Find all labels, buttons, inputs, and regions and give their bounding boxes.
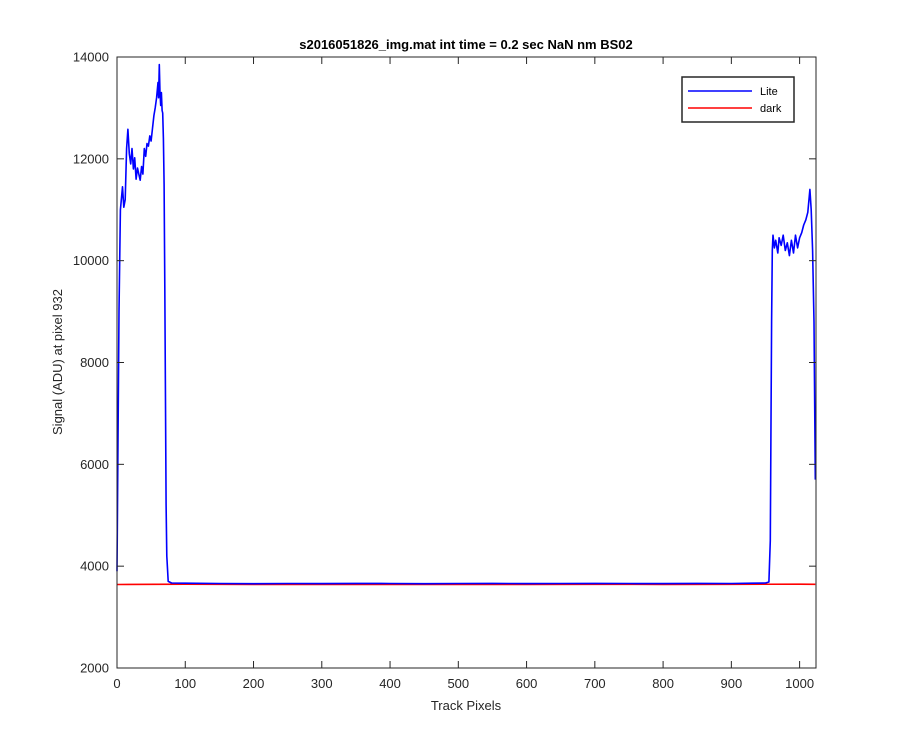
legend-box (681, 76, 795, 123)
y-tick-label: 14000 (73, 50, 109, 65)
legend-label-dark: dark (760, 103, 782, 115)
x-tick-label: 1000 (785, 676, 814, 691)
series-layer (116, 63, 817, 586)
y-tick-label: 4000 (80, 559, 109, 574)
y-axis-label: Signal (ADU) at pixel 932 (50, 289, 65, 435)
y-tick-label: 8000 (80, 355, 109, 370)
y-tick-label: 10000 (73, 253, 109, 268)
x-tick-label: 500 (447, 676, 469, 691)
x-tick-label: 0 (113, 676, 120, 691)
y-tick-label: 12000 (73, 151, 109, 166)
legend: Lite dark (681, 76, 795, 123)
x-tick-label: 700 (584, 676, 606, 691)
series-line-lite (116, 63, 817, 585)
x-tick-label: 900 (721, 676, 743, 691)
axes-layer: 0 100 200 300 400 500 600 700 800 900 1000 2000 4000… (73, 50, 817, 691)
x-tick-label: 800 (652, 676, 674, 691)
x-tick-label: 400 (379, 676, 401, 691)
x-axis-label: Track Pixels (431, 698, 502, 713)
y-tick-label: 6000 (80, 457, 109, 472)
x-tick-label: 200 (243, 676, 265, 691)
chart-title: s2016051826_img.mat int time = 0.2 sec N… (299, 37, 633, 52)
x-tick-label: 100 (174, 676, 196, 691)
legend-label-lite: Lite (760, 86, 778, 98)
y-tick-label: 2000 (80, 661, 109, 676)
plot-area (117, 57, 816, 668)
x-tick-label: 300 (311, 676, 333, 691)
x-tick-label: 600 (516, 676, 538, 691)
